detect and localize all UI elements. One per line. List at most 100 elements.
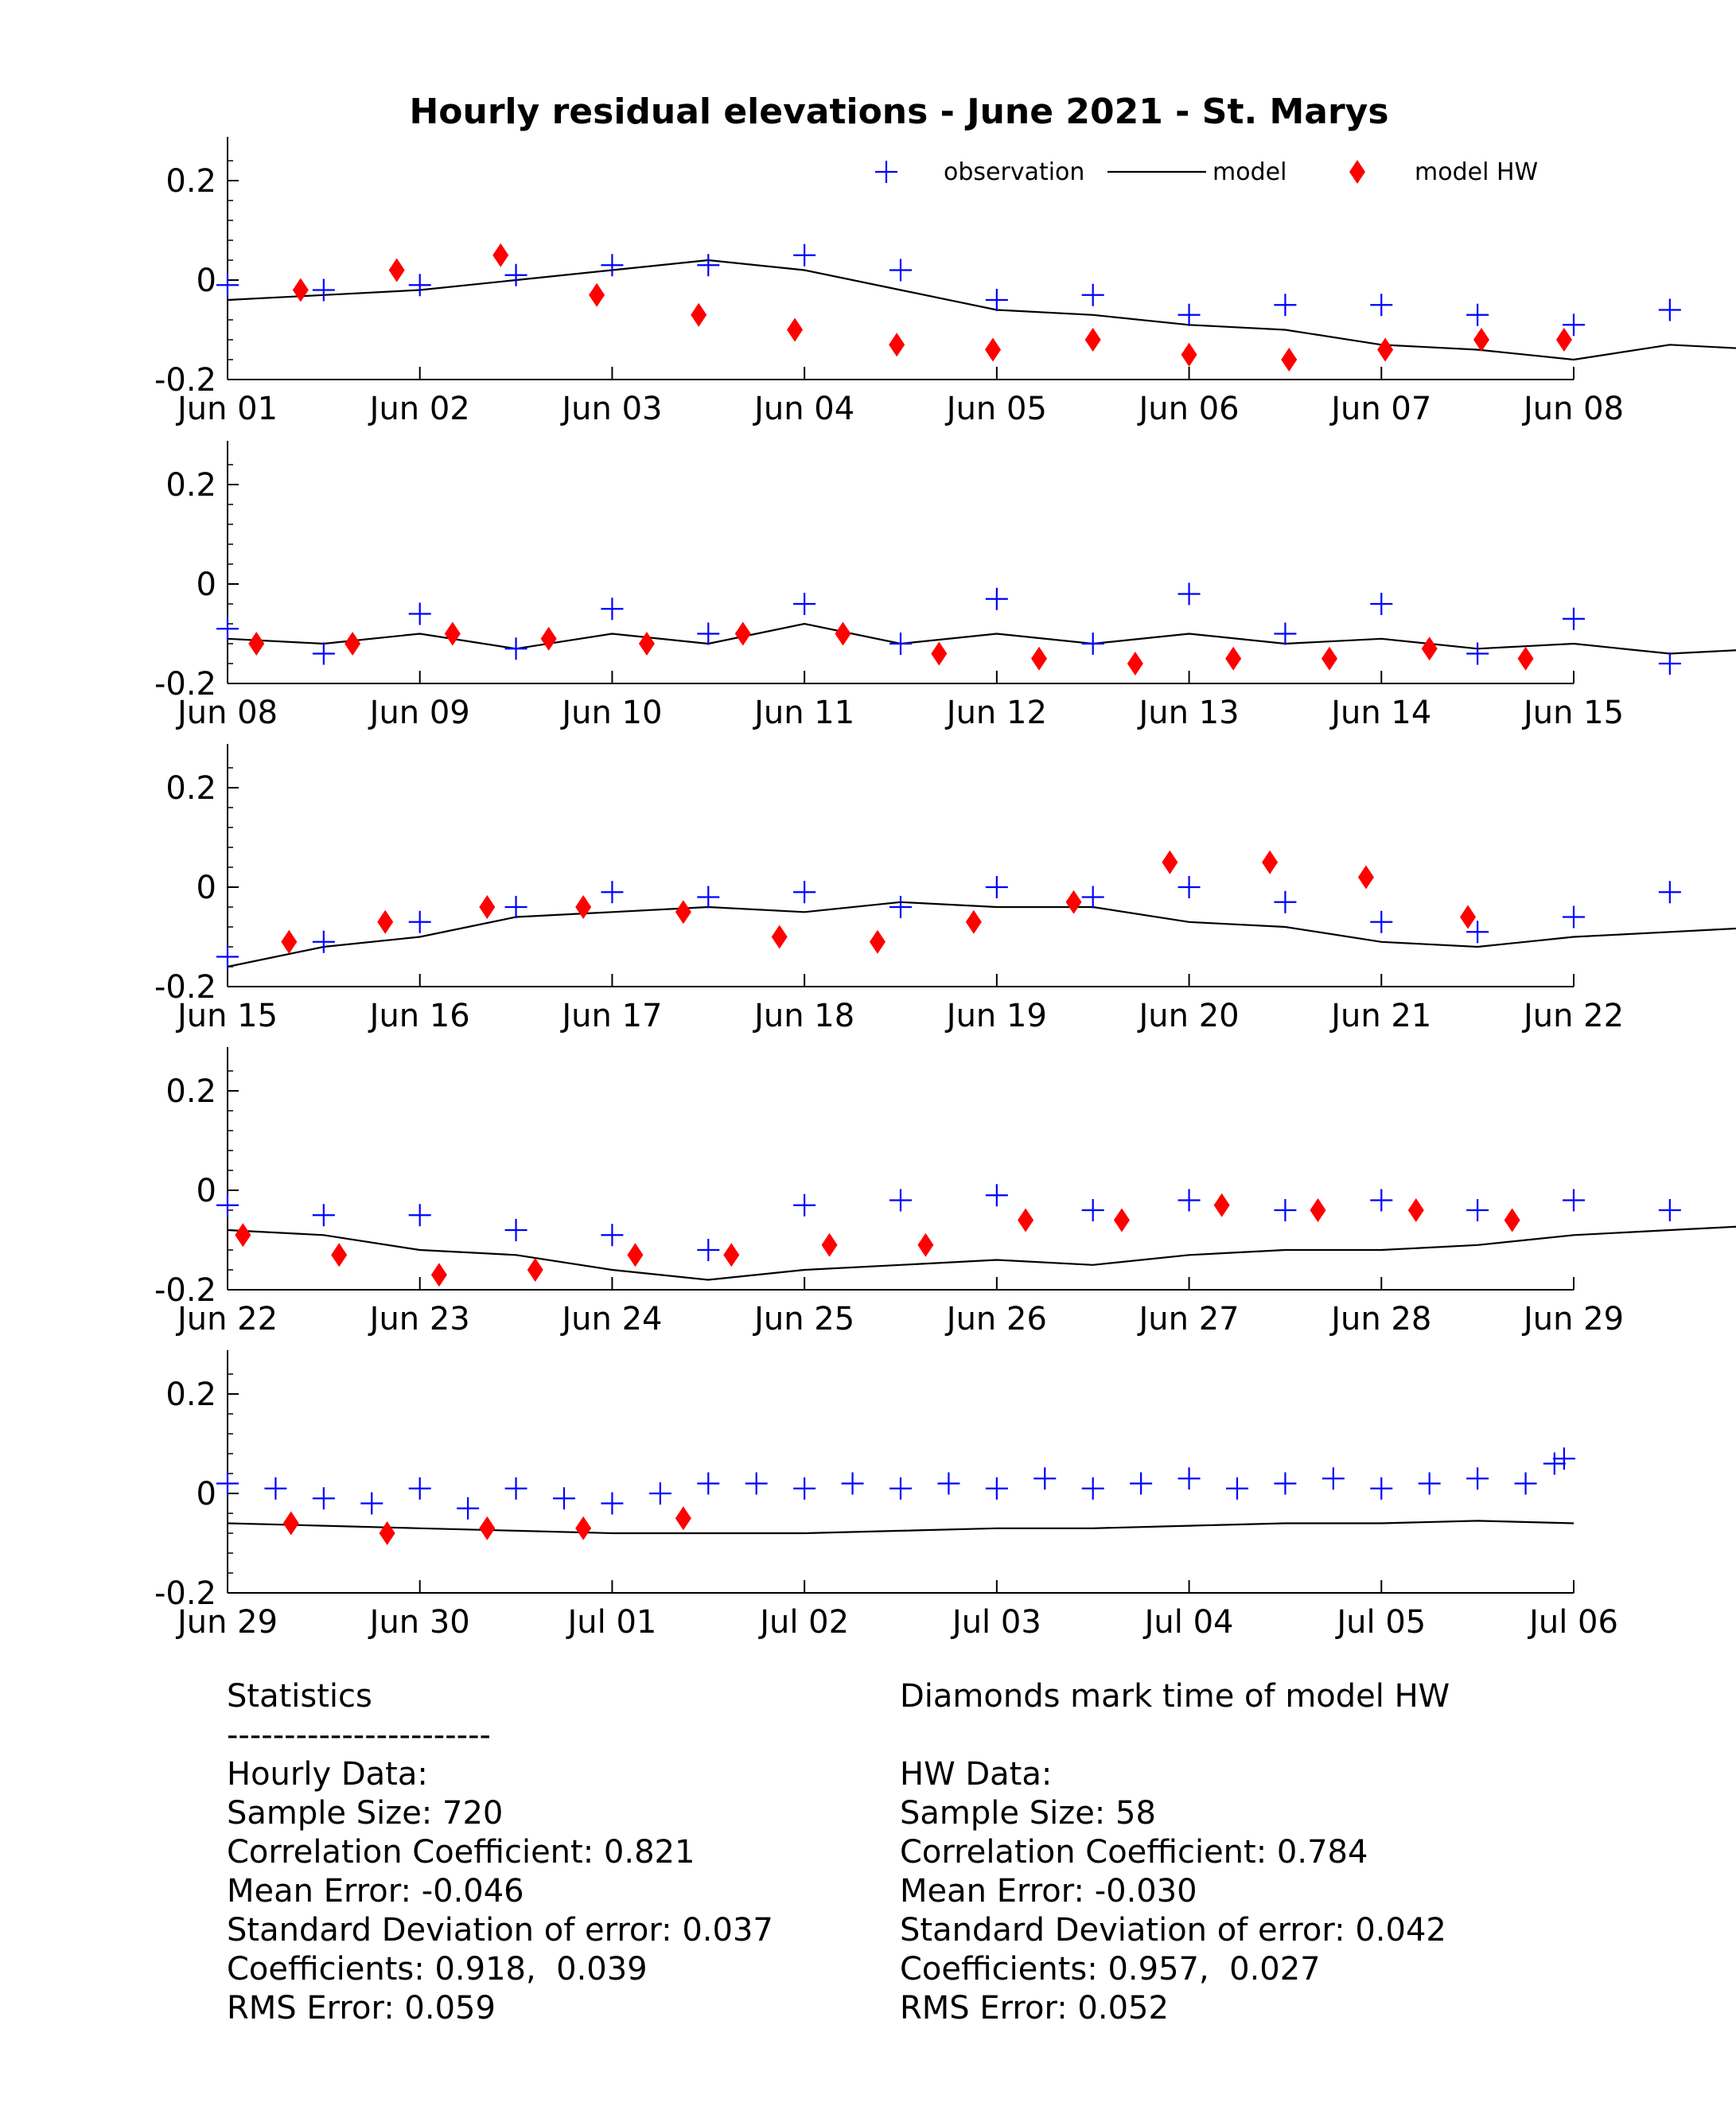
hourly-sample-size: Sample Size: 720 — [227, 1795, 504, 1832]
legend-observation-marker — [875, 161, 897, 183]
observation-point — [1081, 283, 1104, 306]
observation-point — [216, 617, 239, 640]
x-tick-label: Jun 23 — [368, 1301, 470, 1337]
observation-point — [1274, 622, 1297, 645]
observation-point — [1274, 890, 1297, 913]
observation-point — [841, 1472, 864, 1495]
model-hw-point — [1127, 652, 1143, 676]
model-line — [227, 1225, 1736, 1281]
observation-point — [1081, 633, 1104, 655]
model-hw-point — [1357, 865, 1374, 890]
model-hw-point — [282, 1511, 299, 1536]
observation-point — [1466, 303, 1489, 326]
x-tick-label: Jun 29 — [1521, 1301, 1624, 1337]
model-hw-point — [771, 925, 788, 949]
model-hw-point — [430, 1263, 447, 1287]
hw-coefficients: Coefficients: 0.957, 0.027 — [900, 1951, 1321, 1988]
observation-point — [216, 274, 239, 297]
observation-point — [1370, 910, 1393, 933]
observation-point — [408, 274, 431, 297]
observation-point — [697, 1472, 720, 1495]
x-tick-label: Jun 19 — [944, 998, 1047, 1034]
observation-point — [1226, 1477, 1248, 1500]
x-tick-label: Jun 16 — [368, 998, 470, 1034]
observation-point — [504, 263, 527, 286]
model-hw-point — [1504, 1208, 1520, 1232]
observation-point — [985, 587, 1008, 610]
observation-point — [1418, 1472, 1441, 1495]
model-hw-point — [1310, 1198, 1326, 1222]
observation-point — [216, 1472, 239, 1495]
observation-point — [889, 1189, 912, 1212]
y-tick-label: 0 — [197, 870, 216, 906]
x-tick-label: Jun 22 — [1521, 998, 1624, 1034]
x-tick-label: Jun 18 — [752, 998, 854, 1034]
x-tick-label: Jul 06 — [1527, 1604, 1618, 1641]
model-hw-point — [1162, 850, 1178, 874]
hw-std-error: Standard Deviation of error: 0.042 — [900, 1912, 1446, 1949]
model-hw-point — [835, 621, 851, 646]
observation-point — [1177, 1189, 1201, 1212]
model-hw-point — [691, 302, 707, 327]
x-tick-label: Jun 12 — [944, 695, 1047, 731]
observation-point — [1466, 1467, 1489, 1490]
legend-hw-marker — [1349, 160, 1365, 184]
observation-point — [937, 1472, 960, 1495]
observation-point — [312, 642, 335, 665]
x-tick-label: Jun 04 — [752, 391, 854, 427]
y-tick-label: 0 — [197, 263, 216, 299]
x-tick-label: Jun 06 — [1137, 391, 1240, 427]
observation-point — [985, 876, 1008, 898]
observation-point — [1130, 1472, 1153, 1495]
x-tick-label: Jun 09 — [368, 695, 470, 731]
x-tick-label: Jun 05 — [944, 391, 1047, 427]
model-hw-point — [869, 929, 886, 954]
chart-title: Hourly residual elevations - June 2021 -… — [409, 91, 1388, 132]
x-tick-label: Jun 17 — [559, 998, 662, 1034]
x-tick-label: Jun 28 — [1329, 1301, 1431, 1337]
observation-point — [312, 278, 335, 302]
model-hw-point — [917, 1232, 934, 1257]
legend-model-label: model — [1212, 158, 1286, 186]
y-tick-label: 0.2 — [165, 163, 216, 200]
model-hw-point — [1281, 348, 1298, 372]
observation-point — [985, 289, 1008, 311]
observation-point — [1552, 1447, 1575, 1470]
model-hw-point — [248, 632, 265, 656]
x-tick-label: Jun 03 — [559, 391, 662, 427]
model-hw-point — [388, 258, 405, 282]
observation-point — [504, 1219, 527, 1241]
hw-mean-error: Mean Error: -0.030 — [900, 1873, 1197, 1910]
observation-point — [408, 602, 431, 625]
model-hw-point — [344, 632, 361, 656]
observation-point — [697, 622, 720, 645]
model-line — [227, 1520, 1574, 1535]
observation-point — [601, 598, 624, 621]
observation-point — [408, 1477, 431, 1500]
model-hw-point — [527, 1258, 543, 1282]
observation-point — [504, 1477, 527, 1500]
observation-point — [1081, 1477, 1104, 1500]
model-hw-point — [1421, 637, 1438, 661]
hourly-rms-error: RMS Error: 0.059 — [227, 1990, 496, 2027]
x-tick-label: Jun 14 — [1329, 695, 1431, 731]
model-hw-point — [479, 1516, 496, 1540]
model-hw-point — [889, 333, 905, 357]
y-tick-label: -0.2 — [154, 666, 216, 703]
hw-rms-error: RMS Error: 0.052 — [900, 1990, 1169, 2027]
x-tick-label: Jun 10 — [559, 695, 662, 731]
model-hw-point — [1555, 328, 1572, 352]
chart-legend: observation model model HW — [875, 158, 1538, 186]
x-tick-label: Jun 27 — [1137, 1301, 1240, 1337]
model-line — [227, 622, 1736, 655]
observation-point — [793, 881, 816, 904]
observation-point — [312, 930, 335, 953]
hourly-mean-error: Mean Error: -0.046 — [227, 1873, 524, 1910]
observation-point — [1033, 1467, 1057, 1490]
x-tick-label: Jul 04 — [1142, 1604, 1234, 1641]
observation-point — [889, 896, 912, 918]
observation-point — [1658, 881, 1681, 904]
